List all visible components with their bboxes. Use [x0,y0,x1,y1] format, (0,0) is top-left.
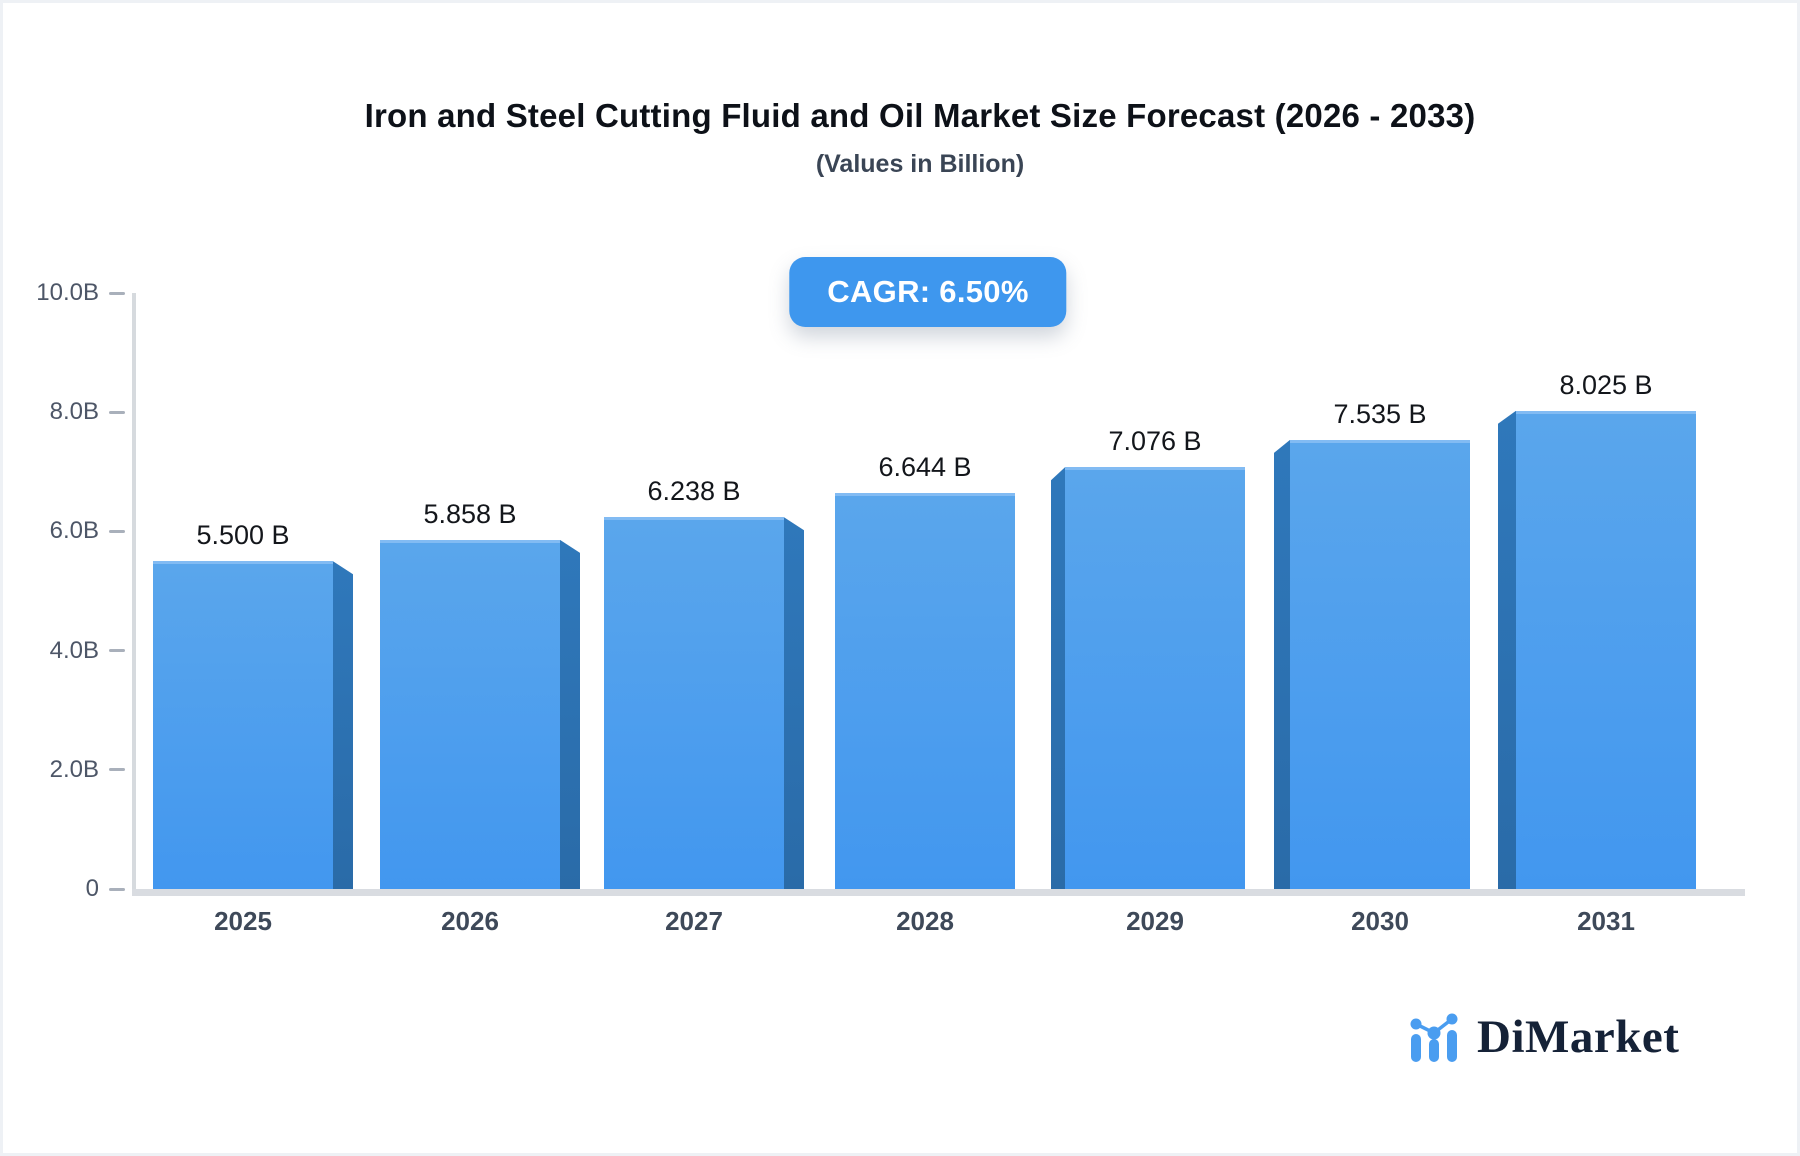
brand-logo: DiMarket [1407,1008,1679,1066]
bar-value-label: 5.500 B [196,520,290,551]
bar-2030 [1290,439,1470,889]
brand-wordmark: DiMarket [1477,1011,1680,1063]
y-tick-label: 4.0B [49,636,99,664]
bar-value-label: 7.076 B [1108,426,1202,457]
x-axis-label: 2031 [1577,906,1635,936]
bar-value-label: 7.535 B [1333,398,1427,429]
y-tick-label: 8.0B [49,398,99,426]
y-tick-label: 0 [85,875,99,902]
chart-subtitle: (Values in Billion) [815,150,1025,178]
x-axis-baseline [132,889,1745,896]
x-axis-label: 2027 [665,906,723,936]
bar-3d-side [1274,439,1290,889]
y-tick-mark [109,291,125,295]
x-axis-label: 2028 [896,906,954,936]
bar-value-label: 6.644 B [878,452,972,483]
bar-2026 [380,539,560,889]
bar-value-label: 5.858 B [423,498,517,529]
y-tick-label: 6.0B [49,517,99,545]
bar-3d-side [560,539,580,889]
y-tick-mark [109,649,125,653]
bar-3d-side [1498,410,1516,889]
bar-3d-side [784,517,804,889]
y-tick-mark [109,410,125,414]
x-axis-label: 2026 [441,906,499,936]
bar-value-label: 6.238 B [647,476,741,507]
dimarket-chart-icon [1410,1013,1458,1062]
bar-3d-side [333,561,353,889]
chart-title: Iron and Steel Cutting Fluid and Oil Mar… [364,97,1476,134]
y-axis-line [132,293,136,894]
bar-2031 [1516,410,1696,889]
bar-2028 [835,493,1015,889]
y-tick-label: 2.0B [49,755,99,783]
bar-2029 [1065,467,1245,889]
x-axis-label: 2029 [1126,906,1184,936]
y-tick-mark [109,529,125,533]
x-axis-label: 2025 [214,906,272,936]
cagr-badge: CAGR: 6.50% [789,257,1067,327]
y-tick-mark [109,887,125,891]
bar-2027 [604,517,784,889]
bar-value-label: 8.025 B [1559,369,1653,400]
y-tick-label: 10.0B [36,279,99,306]
bar-3d-side [1051,467,1065,889]
y-tick-mark [109,768,125,772]
bar-2025 [153,561,333,889]
x-axis-label: 2030 [1351,906,1409,936]
chart-card: Iron and Steel Cutting Fluid and Oil Mar… [3,3,1797,1153]
